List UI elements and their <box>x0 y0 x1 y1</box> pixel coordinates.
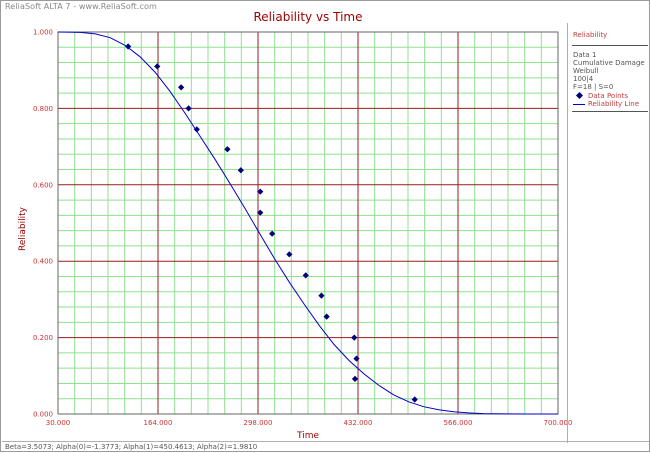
major-grid <box>58 32 558 414</box>
x-axis-label: Time <box>296 431 319 441</box>
data-point <box>237 167 244 174</box>
app-watermark: ReliaSoft ALTA 7 - www.ReliaSoft.com <box>5 2 157 11</box>
reliability-line <box>57 31 558 415</box>
chart-title: Reliability vs Time <box>254 10 363 24</box>
y-tick-label: 0.400 <box>33 258 53 266</box>
legend-line-stress: 100|4 <box>573 75 594 83</box>
y-tick-label: 0.800 <box>33 105 53 113</box>
legend-divider <box>572 111 648 112</box>
x-tick-labels: 30.000 164.000 298.000 432.000 566.000 700.00… <box>46 419 573 427</box>
x-tick-label: 30.000 <box>46 419 71 427</box>
legend-entry-label: Data Points <box>588 92 628 100</box>
y-tick-label: 0.000 <box>33 411 53 419</box>
x-tick-label: 566.000 <box>444 419 473 427</box>
y-tick-label: 0.200 <box>33 334 53 342</box>
data-point <box>411 396 418 403</box>
data-point <box>318 292 325 299</box>
x-tick-label: 164.000 <box>144 419 173 427</box>
data-point <box>257 209 264 216</box>
y-tick-label: 0.600 <box>33 181 53 189</box>
x-tick-label: 700.000 <box>544 419 573 427</box>
y-tick-labels: 0.000 0.200 0.400 0.600 0.800 1.000 <box>33 29 53 419</box>
data-point-swatch-icon <box>575 91 584 100</box>
legend-divider <box>572 45 648 46</box>
parameter-footer: Beta=3.5073; Alpha(0)=-1.3773; Alpha(1)=… <box>2 441 649 452</box>
data-point <box>351 375 359 382</box>
legend-line-counts: F=18 | S=0 <box>573 83 614 91</box>
y-tick-label: 1.000 <box>33 29 53 37</box>
legend-line-distribution: Weibull <box>573 67 599 75</box>
legend-panel: Reliability Data 1 Cumulative Damage Wei… <box>567 23 648 443</box>
legend-entry-label: Reliability Line <box>588 100 640 108</box>
x-tick-label: 432.000 <box>344 419 373 427</box>
legend-title: Reliability <box>573 31 608 39</box>
data-point <box>351 334 358 341</box>
chart-marks <box>57 31 558 415</box>
data-point <box>302 272 309 279</box>
plot-area <box>57 31 559 415</box>
legend-entry-reliability-line: Reliability Line <box>573 100 643 108</box>
line-swatch-icon <box>573 104 585 105</box>
y-axis-label: Reliability <box>18 206 28 251</box>
legend-line-model: Cumulative Damage <box>573 59 645 67</box>
x-tick-label: 298.000 <box>244 419 273 427</box>
legend-entry-data-points: Data Points <box>573 91 643 100</box>
data-point <box>154 63 161 70</box>
data-point <box>178 84 185 91</box>
data-point <box>286 251 293 258</box>
legend-line-data-name: Data 1 <box>573 51 597 59</box>
data-point <box>224 146 231 153</box>
data-point <box>185 105 192 112</box>
data-point <box>323 313 330 320</box>
data-point <box>353 355 360 362</box>
minor-grid <box>58 32 558 414</box>
data-point <box>193 126 200 133</box>
